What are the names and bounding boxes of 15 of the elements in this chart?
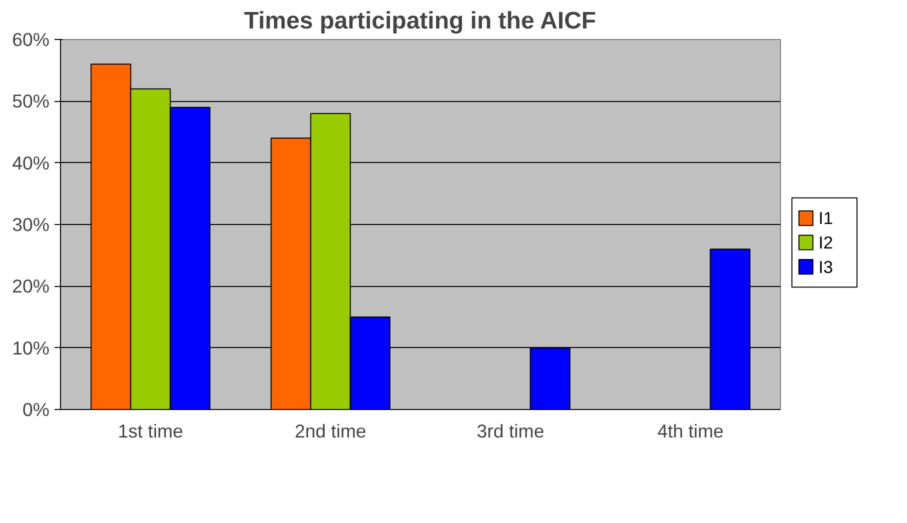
y-tick-label: 30% xyxy=(12,214,50,235)
x-tick-label: 1st time xyxy=(118,420,184,442)
y-tick-label: 40% xyxy=(12,152,50,174)
y-tick-label: 50% xyxy=(12,90,50,112)
y-tick-label: 20% xyxy=(12,276,50,297)
x-tick-label: 2nd time xyxy=(294,420,366,442)
x-tick-label: 3rd time xyxy=(476,420,544,442)
y-tick-label: 60% xyxy=(12,29,50,50)
y-tick-label: 10% xyxy=(12,337,50,358)
legend-label: I1 xyxy=(818,208,833,228)
x-tick-label: 4th time xyxy=(657,420,724,442)
legend-label: I2 xyxy=(818,232,833,252)
y-tick-label: 0% xyxy=(22,399,50,420)
chart-title: Times participating in the AICF xyxy=(244,8,596,34)
legend-label: I3 xyxy=(818,256,833,277)
